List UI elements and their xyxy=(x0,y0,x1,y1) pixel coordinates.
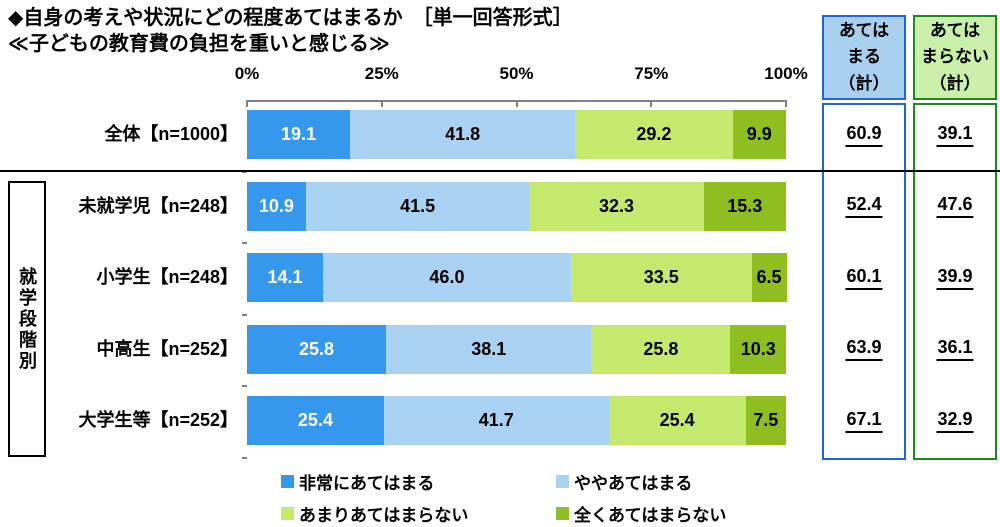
summary-value: 39.9 xyxy=(936,266,974,290)
legend-swatch-icon xyxy=(281,506,294,520)
bar-value-label: 19.1 xyxy=(280,124,316,144)
bar-value-label: 25.8 xyxy=(643,338,679,359)
summary-body xyxy=(822,103,906,460)
bar-value-label: 33.5 xyxy=(643,267,679,287)
bar-value-label: 6.5 xyxy=(756,267,782,287)
bar-segment: 6.5 xyxy=(751,253,787,302)
bar-segment: 15.3 xyxy=(703,181,786,231)
summary-value: 60.1 xyxy=(845,266,883,290)
summary-value: 32.9 xyxy=(936,409,974,433)
legend-swatch-icon xyxy=(281,474,294,488)
bar-segment: 25.4 xyxy=(608,396,746,445)
summary-header-text: あては まらない （計） xyxy=(921,20,989,93)
bar-value-label: 41.5 xyxy=(400,195,436,216)
bar-value-label: 41.7 xyxy=(478,410,514,430)
bar-segment: 41.5 xyxy=(305,181,530,231)
legend-item: ややあてはまる xyxy=(556,470,693,493)
x-axis-tick-label: 50% xyxy=(499,64,534,83)
bar-segment: 32.3 xyxy=(529,181,704,231)
legend-swatch-icon xyxy=(556,506,569,520)
value-axis-tick xyxy=(515,100,518,107)
value-axis-tick xyxy=(785,100,787,107)
summary-body xyxy=(913,103,997,460)
summary-header-text: あては まる （計） xyxy=(838,20,890,93)
bar-value-label: 46.0 xyxy=(429,267,465,287)
summary-value: 60.9 xyxy=(845,123,883,147)
bar-value-label: 15.3 xyxy=(727,195,763,216)
group-label: 就学段階別 xyxy=(17,266,37,372)
category-axis-tick xyxy=(242,242,247,244)
row-label: 小学生【n=248】 xyxy=(96,267,238,287)
bar-segment: 46.0 xyxy=(322,253,571,302)
x-axis-tick-label: 75% xyxy=(634,64,669,83)
legend-item: あまりあてはまらない xyxy=(281,502,469,525)
value-axis-tick xyxy=(650,100,653,107)
bar-value-label: 29.2 xyxy=(636,124,672,144)
summary-value: 63.9 xyxy=(845,337,883,361)
legend-label: ややあてはまる xyxy=(574,473,693,493)
row-label: 大学生等【n=252】 xyxy=(78,410,238,430)
bar-value-label: 25.4 xyxy=(297,410,333,430)
bar-segment: 41.7 xyxy=(383,396,609,445)
chart-title: ◆自身の考えや状況にどの程度あてはまるか ［単一回答形式］ xyxy=(8,7,573,29)
legend-label: 非常にあてはまる xyxy=(299,473,435,493)
bar-value-label: 10.9 xyxy=(258,195,294,216)
bar-segment: 9.9 xyxy=(732,110,786,159)
summary-value: 47.6 xyxy=(936,194,974,218)
bar-segment: 10.3 xyxy=(730,324,786,374)
bar-segment: 25.4 xyxy=(247,396,384,445)
bar-value-label: 25.4 xyxy=(659,410,695,430)
bar-value-label: 10.3 xyxy=(740,338,776,359)
category-axis-tick xyxy=(242,456,247,459)
summary-value: 36.1 xyxy=(936,337,974,361)
category-axis-tick xyxy=(242,385,247,387)
summary-value: 52.4 xyxy=(845,194,883,218)
bar-segment: 14.1 xyxy=(247,253,323,302)
legend-label: 全くあてはまらない xyxy=(574,505,727,525)
chart-subtitle: ≪子どもの教育費の負担を重いと感じる≫ xyxy=(8,33,390,55)
bar-segment: 19.1 xyxy=(247,110,350,159)
legend-item: 非常にあてはまる xyxy=(281,470,435,493)
x-axis-tick-label: 100% xyxy=(764,64,808,83)
value-axis-tick xyxy=(380,100,383,107)
x-axis-tick-label: 0% xyxy=(234,64,260,83)
bar-value-label: 7.5 xyxy=(753,410,779,430)
bar-segment: 7.5 xyxy=(745,396,786,445)
bar-value-label: 41.8 xyxy=(445,124,481,144)
legend-item: 全くあてはまらない xyxy=(556,502,727,525)
bar-value-label: 25.8 xyxy=(299,338,335,359)
bar-segment: 29.2 xyxy=(575,110,733,159)
legend-swatch-icon xyxy=(556,474,569,488)
row-label: 全体【n=1000】 xyxy=(104,124,238,144)
summary-value: 67.1 xyxy=(845,409,883,433)
bar-segment: 41.8 xyxy=(349,110,576,159)
bar-value-label: 38.1 xyxy=(471,338,507,359)
bar-value-label: 32.3 xyxy=(598,195,634,216)
group-box: 就学段階別 xyxy=(8,181,46,457)
separator-line xyxy=(0,170,1000,172)
bar-segment: 10.9 xyxy=(247,181,306,231)
summary-header: あては まらない （計） xyxy=(913,15,997,100)
bar-segment: 25.8 xyxy=(247,324,387,374)
bar-value-label: 14.1 xyxy=(267,267,303,287)
value-axis-tick xyxy=(246,100,248,107)
bar-segment: 25.8 xyxy=(591,324,731,374)
legend-label: あまりあてはまらない xyxy=(299,505,469,525)
x-axis-tick-label: 25% xyxy=(364,64,399,83)
row-label: 中高生【n=252】 xyxy=(96,338,238,359)
summary-header: あては まる （計） xyxy=(822,15,906,100)
bar-value-label: 9.9 xyxy=(746,124,772,144)
bar-segment: 33.5 xyxy=(570,253,752,302)
summary-value: 39.1 xyxy=(936,123,974,147)
row-label: 未就学児【n=248】 xyxy=(78,195,238,216)
bar-segment: 38.1 xyxy=(386,324,592,374)
category-axis-tick xyxy=(242,313,247,316)
